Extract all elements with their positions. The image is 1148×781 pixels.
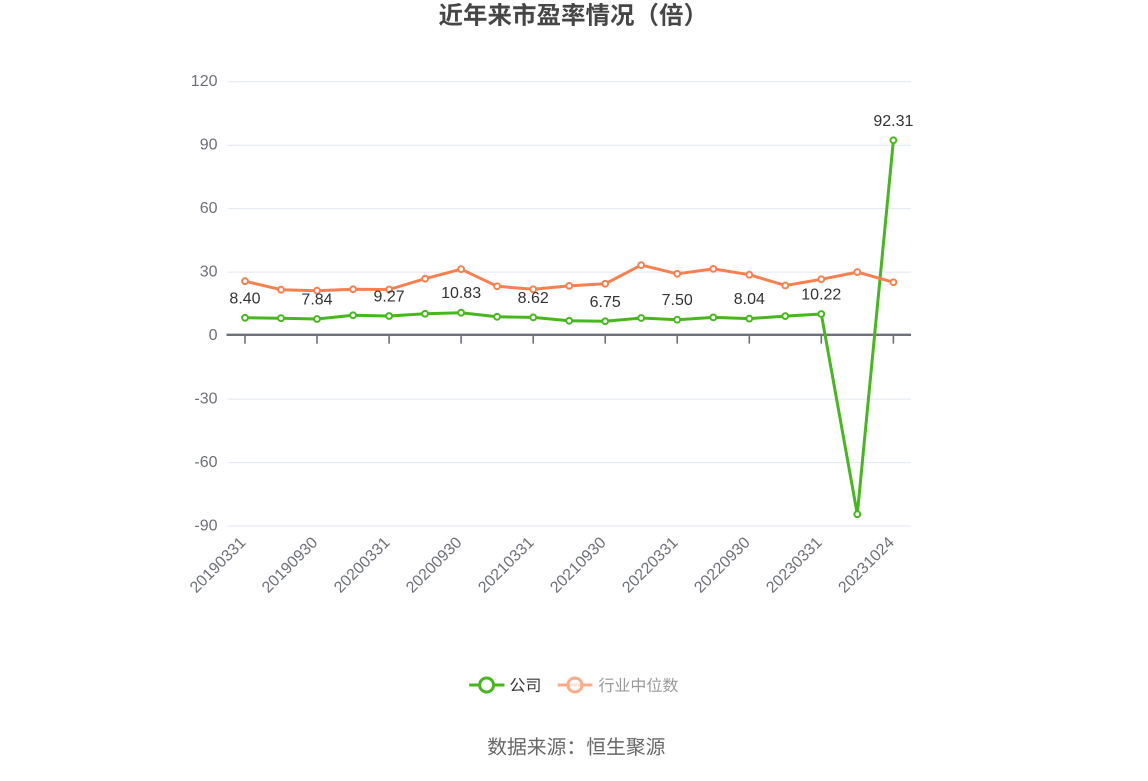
svg-text:8.62: 8.62 [518, 290, 549, 307]
svg-text:8.40: 8.40 [229, 290, 260, 307]
svg-text:92.31: 92.31 [873, 113, 913, 130]
svg-text:7.84: 7.84 [301, 292, 332, 309]
svg-text:10.83: 10.83 [441, 285, 481, 302]
svg-text:30: 30 [200, 264, 218, 281]
svg-text:120: 120 [191, 73, 218, 90]
svg-text:-30: -30 [194, 391, 217, 408]
svg-text:90: 90 [200, 137, 218, 154]
svg-text:6.75: 6.75 [590, 294, 621, 311]
svg-text:10.22: 10.22 [801, 287, 841, 304]
svg-text:7.50: 7.50 [662, 292, 693, 309]
svg-text:9.27: 9.27 [374, 289, 405, 306]
svg-text:8.04: 8.04 [734, 291, 765, 308]
svg-text:-90: -90 [194, 518, 217, 535]
svg-text:60: 60 [200, 200, 218, 217]
svg-text:0: 0 [209, 327, 218, 344]
svg-text:-60: -60 [194, 454, 217, 471]
